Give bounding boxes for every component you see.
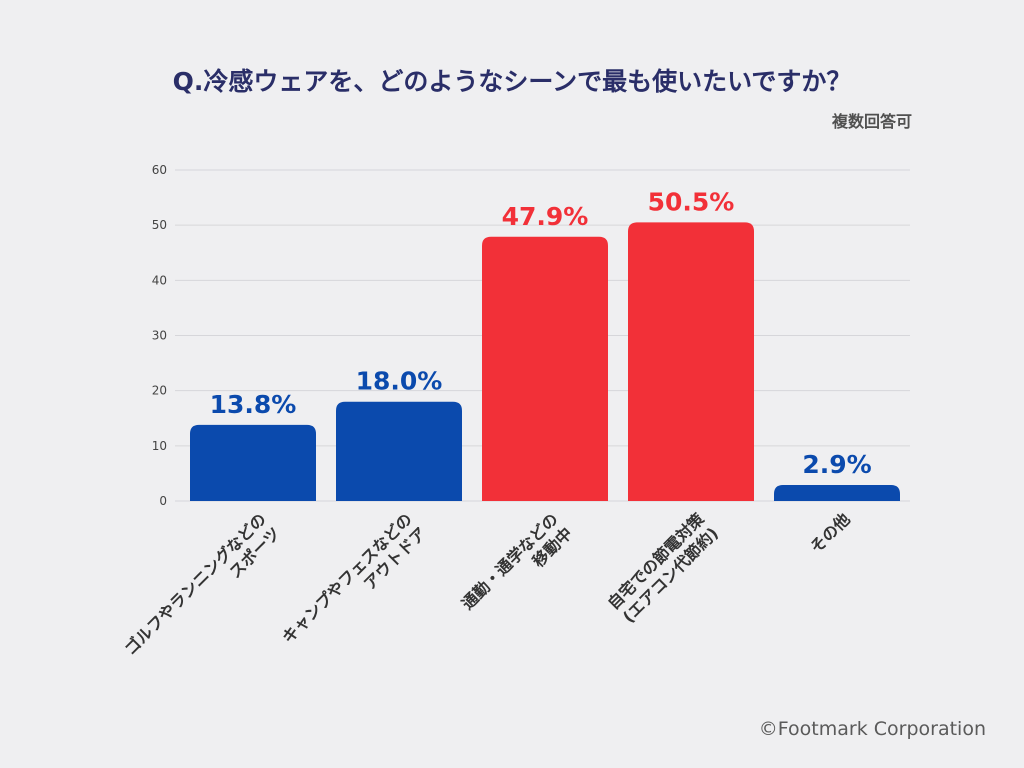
y-tick-label: 30	[152, 329, 167, 343]
bar-data-label: 2.9%	[802, 450, 871, 479]
y-tick-label: 10	[152, 439, 167, 453]
y-tick-label: 50	[152, 218, 167, 232]
bar-data-label: 18.0%	[356, 367, 443, 396]
y-tick-label: 40	[152, 273, 167, 287]
bar	[774, 485, 900, 501]
bar	[628, 222, 754, 502]
x-tick-label: その他	[806, 509, 853, 556]
bar	[482, 236, 608, 502]
bar-data-label: 47.9%	[502, 202, 589, 231]
bar-data-label: 50.5%	[648, 187, 735, 216]
y-tick-label: 60	[152, 163, 167, 177]
bar	[336, 401, 462, 501]
bar-data-label: 13.8%	[210, 390, 297, 419]
bar	[190, 424, 316, 501]
chart-subtitle: 複数回答可	[831, 112, 912, 131]
x-tick-label-line: その他	[806, 509, 853, 556]
x-tick-label-line: キャンプやフェスなどの	[278, 509, 416, 647]
x-tick-label: 自宅での節電対策(エアコン代節約)	[604, 509, 722, 627]
x-tick-label-line: ゴルフやランニングなどの	[121, 509, 270, 658]
y-tick-label: 20	[152, 384, 167, 398]
chart-title: Q.冷感ウェアを、どのようなシーンで最も使いたいですか？	[172, 67, 852, 96]
y-tick-label: 0	[159, 494, 167, 508]
copyright-footer: ©Footmark Corporation	[758, 718, 986, 740]
